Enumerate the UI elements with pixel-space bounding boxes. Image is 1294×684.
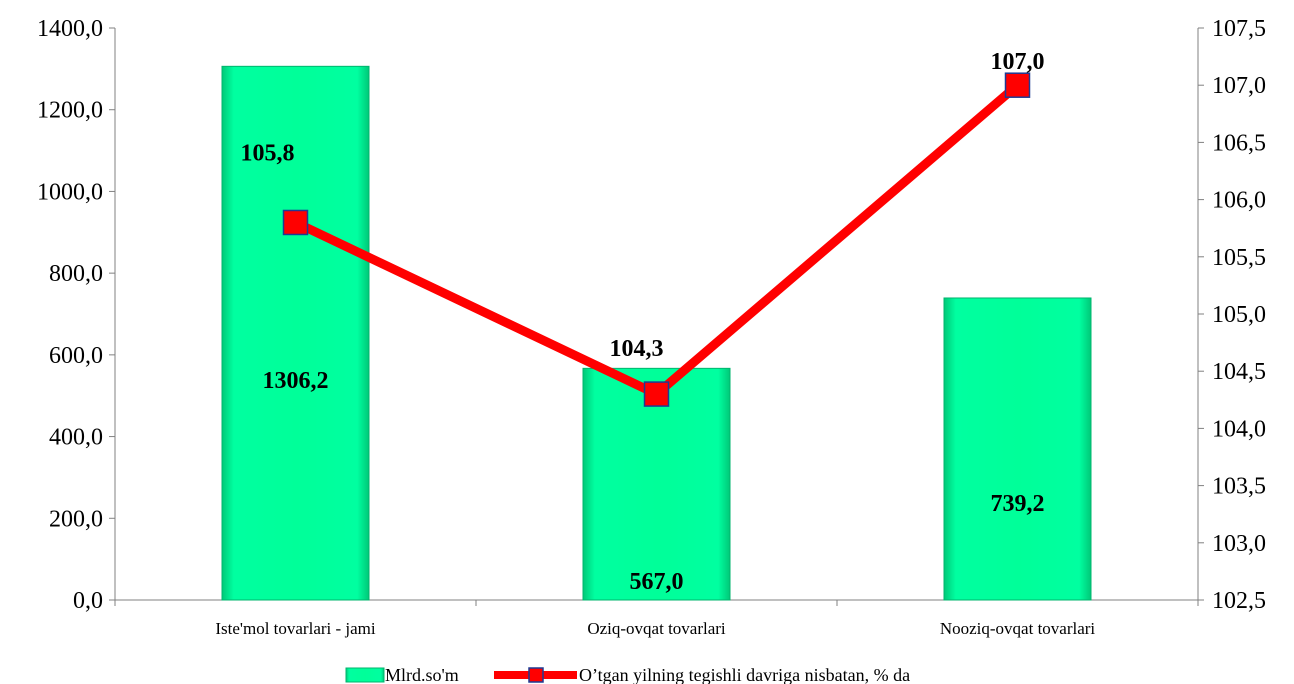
y-left-tick-label: 200,0	[49, 506, 103, 532]
y-right-tick-label: 106,0	[1212, 188, 1266, 214]
y-left-tick-label: 1200,0	[37, 98, 103, 124]
bar	[943, 297, 1092, 601]
y-right-tick-label: 105,5	[1212, 245, 1266, 271]
bar-data-label: 739,2	[991, 491, 1045, 517]
y-left-tick-label: 1400,0	[37, 16, 103, 42]
line-data-label: 105,8	[241, 140, 295, 166]
data-labels: 1306,2 567,0 739,2 105,8 104,3 107,0	[241, 49, 1045, 595]
y-right-tick-label: 103,0	[1212, 531, 1266, 557]
y-left-tick-label: 0,0	[73, 588, 103, 614]
y-right-tick-label: 104,0	[1212, 416, 1266, 442]
y-right-tick-label: 104,5	[1212, 359, 1266, 385]
y-left-tick-label: 800,0	[49, 261, 103, 287]
line-data-label: 104,3	[610, 336, 664, 362]
y-right-tick-label: 107,5	[1212, 16, 1266, 42]
legend-line-marker	[528, 667, 544, 683]
y-right-tick-label: 106,5	[1212, 130, 1266, 156]
bar	[582, 367, 731, 601]
bar-data-label: 567,0	[630, 569, 684, 595]
line-point	[282, 209, 309, 236]
y-right-tick-label: 102,5	[1212, 588, 1266, 614]
line-point	[643, 381, 670, 407]
y-left-tick-label: 1000,0	[37, 179, 103, 205]
legend-line-label: O’tgan yilning tegishli davriga nisbatan…	[579, 665, 910, 684]
x-tick-label: Oziq-ovqat tovarlari	[587, 619, 726, 638]
bar-data-label: 1306,2	[263, 368, 329, 394]
axes: 0,0 200,0 400,0 600,0 800,0 1000,0 1200,0 1400,…	[37, 16, 1266, 638]
line-point	[1004, 72, 1031, 98]
line-data-label: 107,0	[991, 49, 1045, 75]
y-right-tick-label: 107,0	[1212, 73, 1266, 99]
legend-item-bars: Mlrd.so'm	[345, 665, 459, 684]
y-left-tick-label: 400,0	[49, 425, 103, 451]
x-tick-label: Iste'mol tovarlari - jami	[215, 619, 376, 638]
legend-bar-label: Mlrd.so'm	[385, 665, 459, 684]
line-series	[282, 72, 1031, 407]
legend-bar-swatch	[345, 667, 385, 683]
bar	[221, 65, 370, 601]
legend: Mlrd.so'm O’tgan yilning tegishli davriga…	[345, 665, 910, 684]
x-tick-label: Nooziq-ovqat tovarlari	[940, 619, 1096, 638]
bar-series	[221, 65, 1092, 601]
legend-item-line: O’tgan yilning tegishli davriga nisbatan…	[494, 665, 910, 684]
y-left-tick-label: 600,0	[49, 343, 103, 369]
y-right-tick-label: 103,5	[1212, 474, 1266, 500]
y-right-tick-label: 105,0	[1212, 302, 1266, 328]
